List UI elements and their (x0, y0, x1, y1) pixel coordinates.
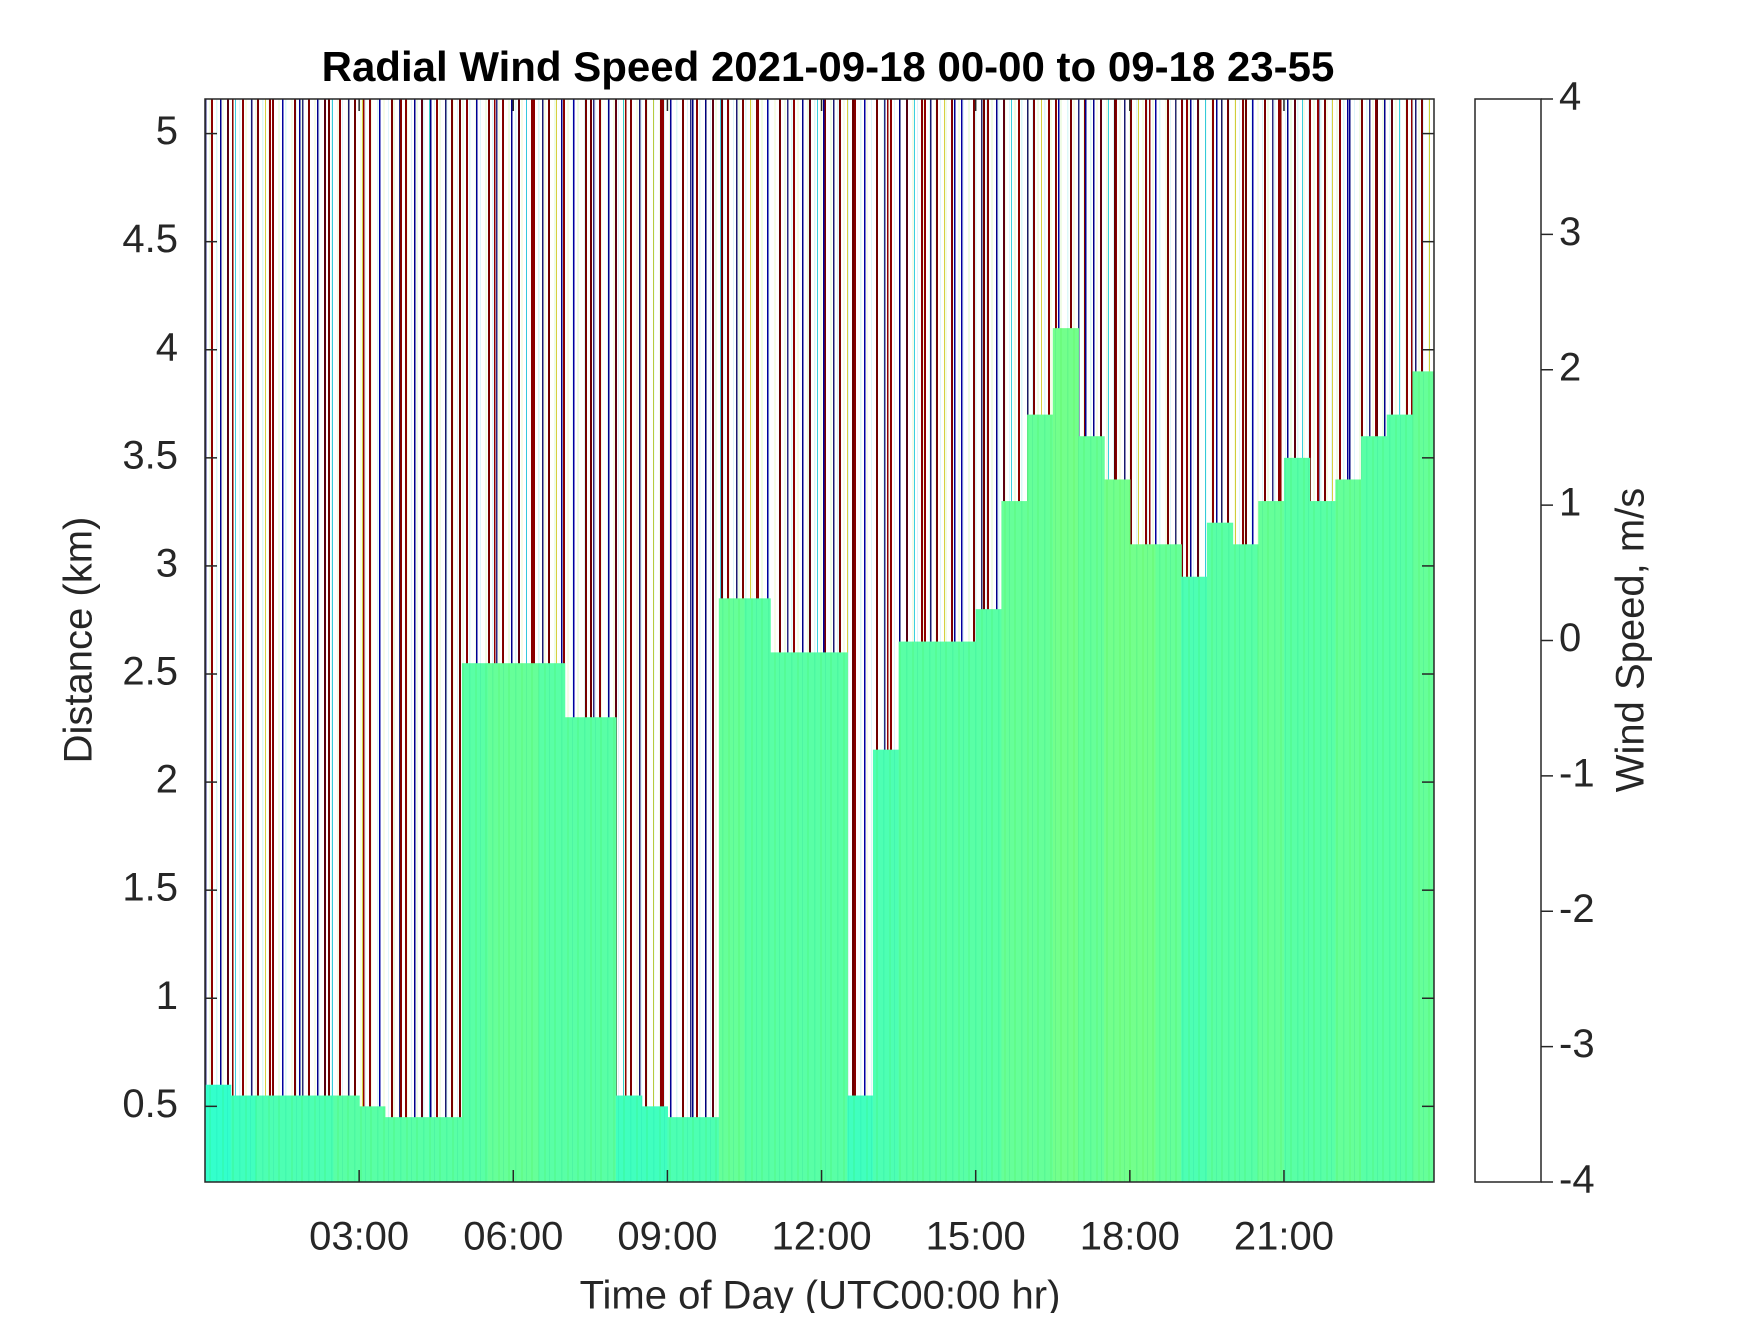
heatmap-column (975, 609, 1002, 1182)
x-tick-label: 12:00 (772, 1215, 872, 1259)
heatmap-column (1258, 501, 1285, 1182)
heatmap-column (924, 641, 951, 1182)
y-tick-label: 5 (156, 109, 178, 153)
colorbar-tick-label: -3 (1559, 1022, 1595, 1066)
heatmap-column (667, 1117, 694, 1182)
x-tick-label: 03:00 (309, 1215, 409, 1259)
heatmap-column (384, 1117, 412, 1182)
colorbar (1474, 98, 1542, 1183)
colorbar-tick-label: 4 (1559, 75, 1581, 119)
heatmap-column (205, 1084, 232, 1182)
heatmap-column (744, 598, 771, 1182)
heatmap-column (1206, 522, 1234, 1182)
y-tick-label: 0.5 (122, 1082, 178, 1126)
heatmap-column (282, 1095, 309, 1182)
x-tick-label: 21:00 (1234, 1215, 1334, 1259)
heatmap-column (898, 641, 925, 1182)
plot-area (205, 99, 1434, 1182)
colorbar-tick-label: -2 (1559, 887, 1595, 931)
heatmap-column (1361, 436, 1388, 1182)
heatmap-column (256, 1095, 283, 1182)
heatmap-column (718, 598, 746, 1182)
heatmap-column (333, 1095, 360, 1182)
y-tick-label: 1 (156, 974, 178, 1018)
heatmap-column (564, 717, 591, 1182)
heatmap-column (1104, 479, 1131, 1182)
y-tick-label: 4 (156, 325, 178, 369)
colorbar-tick-label: 1 (1559, 481, 1581, 525)
heatmap-column (821, 652, 848, 1182)
heatmap-column (513, 663, 540, 1182)
plot-frame (204, 98, 1435, 1183)
colorbar-tick-label: -4 (1559, 1158, 1595, 1202)
heatmap-column (1283, 457, 1311, 1182)
heatmap-column (436, 1117, 463, 1182)
heatmap-column (307, 1095, 335, 1182)
colorbar-label: Wind Speed, m/s (1609, 488, 1653, 793)
heatmap-column (1027, 414, 1054, 1182)
heatmap-column (1155, 544, 1182, 1182)
colorbar-tick-label: 0 (1559, 616, 1581, 660)
x-tick-label: 15:00 (926, 1215, 1026, 1259)
heatmap-column (770, 652, 797, 1182)
x-tick-label: 06:00 (463, 1215, 563, 1259)
heatmap-column (616, 1095, 643, 1182)
chart-title: Radial Wind Speed 2021-09-18 00-00 to 09… (322, 43, 1335, 90)
heatmap-column (1386, 414, 1414, 1182)
heatmap-column (1078, 436, 1105, 1182)
heatmap-column (461, 663, 489, 1182)
y-tick-label: 4.5 (122, 217, 178, 261)
x-tick-label: 09:00 (617, 1215, 717, 1259)
y-tick-label: 2 (156, 758, 178, 802)
heatmap-column (230, 1095, 257, 1182)
heatmap-column (1232, 544, 1259, 1182)
colorbar-tick-label: 2 (1559, 345, 1581, 389)
heatmap-column (641, 1106, 669, 1182)
heatmap-column (487, 663, 514, 1182)
x-tick-label: 18:00 (1080, 1215, 1180, 1259)
x-axis-label: Time of Day (UTC00:00 hr) (580, 1274, 1061, 1313)
heatmap-column (1129, 544, 1157, 1182)
heatmap-column (1052, 328, 1080, 1182)
heatmap-column (1001, 501, 1028, 1182)
heatmap-column (950, 641, 977, 1182)
heatmap-column (1309, 501, 1336, 1182)
heatmap-column (1335, 479, 1362, 1182)
colorbar-tick-label: -1 (1559, 751, 1595, 795)
y-axis-label: Distance (km) (57, 517, 101, 764)
heatmap-column (538, 663, 566, 1182)
heatmap-column (795, 652, 823, 1182)
colorbar-tick-label: 3 (1559, 210, 1581, 254)
heatmap-column (590, 717, 617, 1182)
y-tick-label: 3 (156, 541, 178, 585)
heatmap-column (693, 1117, 720, 1182)
heatmap-column (847, 1095, 874, 1182)
heatmap-column (1181, 576, 1208, 1182)
y-tick-label: 2.5 (122, 650, 178, 694)
heatmap-column (1412, 371, 1434, 1182)
y-tick-label: 1.5 (122, 866, 178, 910)
heatmap-column (872, 749, 900, 1182)
y-tick-label: 3.5 (122, 433, 178, 477)
heatmap-column (359, 1106, 386, 1182)
heatmap-column (410, 1117, 437, 1182)
